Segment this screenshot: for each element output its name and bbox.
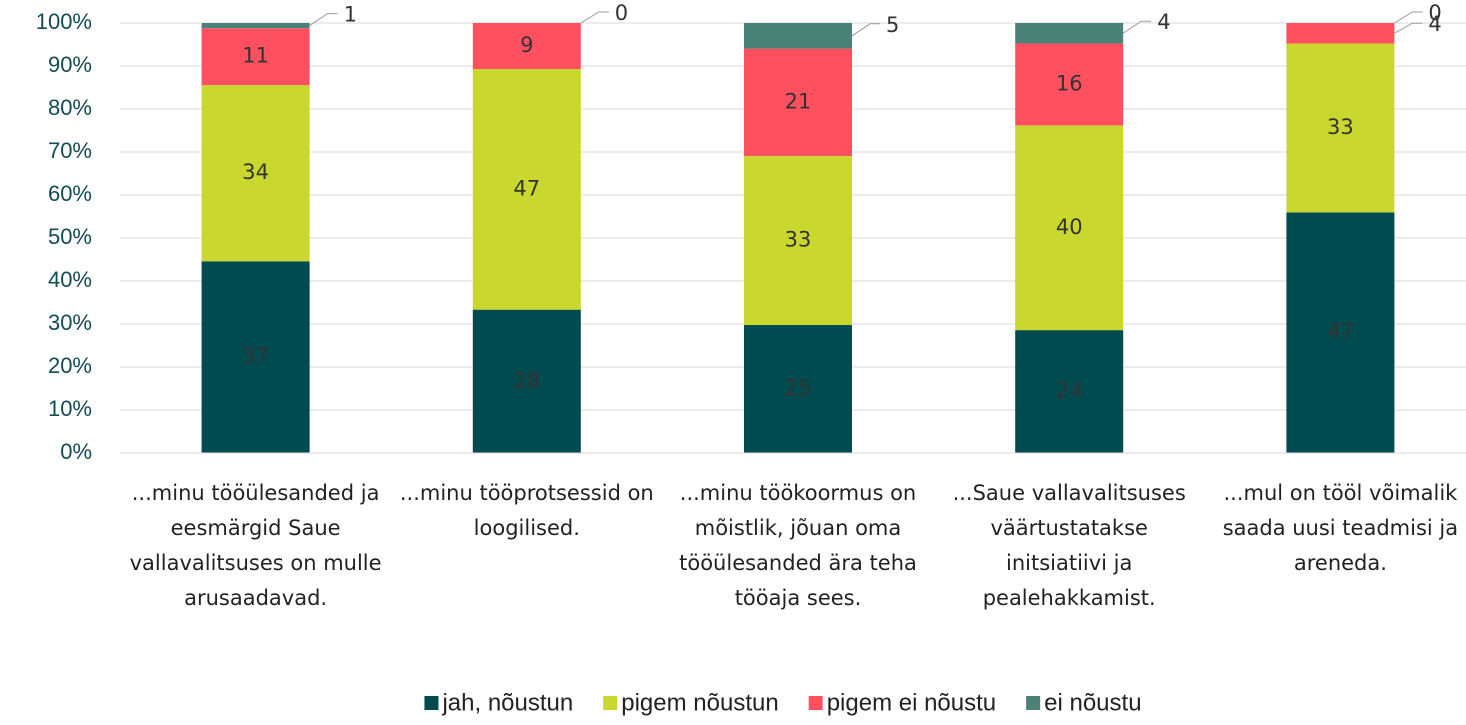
bar-segment bbox=[744, 48, 852, 157]
bar-segment bbox=[1015, 330, 1124, 453]
data-label: 21 bbox=[785, 89, 812, 113]
bar-segment bbox=[1015, 43, 1124, 126]
bar-segment bbox=[1015, 23, 1124, 44]
data-label: 40 bbox=[1056, 215, 1083, 239]
data-label: 24 bbox=[1056, 379, 1083, 403]
data-label: 28 bbox=[513, 368, 540, 392]
y-tick-label: 30% bbox=[48, 310, 92, 335]
data-label: 33 bbox=[1327, 115, 1354, 139]
data-label: 4 bbox=[1428, 12, 1441, 36]
data-label: 11 bbox=[242, 44, 269, 68]
x-tick-line: ...mul on tööl võimalik bbox=[1223, 481, 1458, 505]
x-tick-line: ...minu tööprotsessid on bbox=[400, 481, 654, 505]
y-tick-label: 100% bbox=[36, 9, 92, 34]
y-tick-label: 50% bbox=[48, 224, 92, 249]
leader-line bbox=[851, 23, 880, 37]
x-tick-line: väärtustatakse bbox=[990, 516, 1148, 540]
x-tick-line: ...minu töökoormus on bbox=[680, 481, 916, 505]
x-tick-line: pealehakkamist. bbox=[983, 586, 1156, 610]
data-label: 0 bbox=[615, 1, 628, 25]
x-tick-line: eesmärgid Saue bbox=[171, 516, 341, 540]
y-tick-label: 40% bbox=[48, 267, 92, 292]
x-tick-line: tööaja sees. bbox=[735, 586, 862, 610]
x-tick-line: mõistlik, jõuan oma bbox=[695, 516, 902, 540]
x-tick-line: areneda. bbox=[1294, 551, 1387, 575]
leader-line bbox=[580, 11, 609, 24]
x-tick-line: ...Saue vallavalitsuses bbox=[953, 481, 1186, 505]
data-label: 16 bbox=[1056, 71, 1083, 95]
bar-segment bbox=[1286, 23, 1395, 44]
legend-swatch bbox=[808, 696, 823, 710]
x-tick-label: ...minu tööprotsessid on loogilised. bbox=[400, 481, 654, 540]
data-label: 0 bbox=[1428, 1, 1441, 25]
bar-segment bbox=[472, 23, 581, 70]
x-tick-line: loogilised. bbox=[474, 516, 580, 540]
data-label: 37 bbox=[242, 344, 269, 368]
y-tick-label: 60% bbox=[48, 181, 92, 206]
legend-label: ei nõustu bbox=[1044, 689, 1141, 716]
legend-label: jah, nõustun bbox=[441, 689, 573, 716]
bar-segment bbox=[472, 69, 581, 310]
leader-line bbox=[1394, 11, 1423, 24]
data-label: 4 bbox=[1157, 10, 1170, 34]
x-tick-line: vallavalitsuses on mulle bbox=[130, 551, 382, 575]
y-tick-label: 80% bbox=[48, 95, 92, 120]
x-tick-line: tööülesanded ära teha bbox=[679, 551, 917, 575]
data-label: 5 bbox=[886, 13, 899, 37]
legend-label: pigem nõustun bbox=[621, 689, 778, 716]
bar-segment bbox=[472, 309, 581, 453]
data-label: 33 bbox=[785, 228, 812, 252]
y-tick-label: 0% bbox=[60, 439, 92, 464]
bar-segment bbox=[201, 28, 310, 86]
data-label: 47 bbox=[513, 176, 540, 200]
x-tick-label: ...Saue vallavalitsuses väärtustatakse ini… bbox=[953, 481, 1186, 610]
bar-segment bbox=[1286, 43, 1395, 213]
bar-segment bbox=[744, 156, 852, 326]
x-tick-label: ...minu töökoormus on mõistlik, jõuan oma… bbox=[679, 481, 917, 610]
bar-segment bbox=[1286, 212, 1395, 453]
bar-segment bbox=[744, 23, 852, 49]
x-tick-label: ...minu tööülesanded ja eesmärgid Saue val… bbox=[130, 481, 382, 610]
x-tick-line: saada uusi teadmisi ja bbox=[1223, 516, 1458, 540]
y-tick-label: 90% bbox=[48, 52, 92, 77]
y-tick-label: 10% bbox=[48, 396, 92, 421]
bar-segment bbox=[744, 325, 852, 453]
leader-line bbox=[1394, 22, 1423, 34]
x-tick-line: ...minu tööülesanded ja bbox=[132, 481, 380, 505]
x-tick-label: ...mul on tööl võimalik saada uusi teadmi… bbox=[1223, 481, 1458, 575]
data-label: 47 bbox=[1327, 320, 1354, 344]
leader-line bbox=[1122, 20, 1152, 34]
x-tick-line: initsiatiivi ja bbox=[1006, 551, 1132, 575]
legend: jah, nõustun pigem nõustun pigem ei nõustu… bbox=[424, 689, 1142, 716]
y-tick-label: 70% bbox=[48, 138, 92, 163]
y-tick-label: 20% bbox=[48, 353, 92, 378]
leader-line bbox=[309, 13, 338, 27]
data-label: 25 bbox=[785, 376, 812, 400]
bar-segment bbox=[201, 85, 310, 262]
x-tick-line: arusaadavad. bbox=[184, 586, 327, 610]
legend-swatch bbox=[603, 696, 618, 710]
bar-segment bbox=[201, 23, 310, 29]
bar-segment bbox=[1015, 125, 1124, 331]
legend-swatch bbox=[1026, 696, 1041, 710]
bar-segment bbox=[201, 261, 310, 453]
legend-label: pigem ei nõustu bbox=[827, 689, 996, 716]
data-label: 34 bbox=[242, 160, 269, 184]
data-label: 1 bbox=[344, 3, 357, 27]
legend-swatch bbox=[424, 696, 439, 710]
data-label: 9 bbox=[520, 33, 533, 57]
